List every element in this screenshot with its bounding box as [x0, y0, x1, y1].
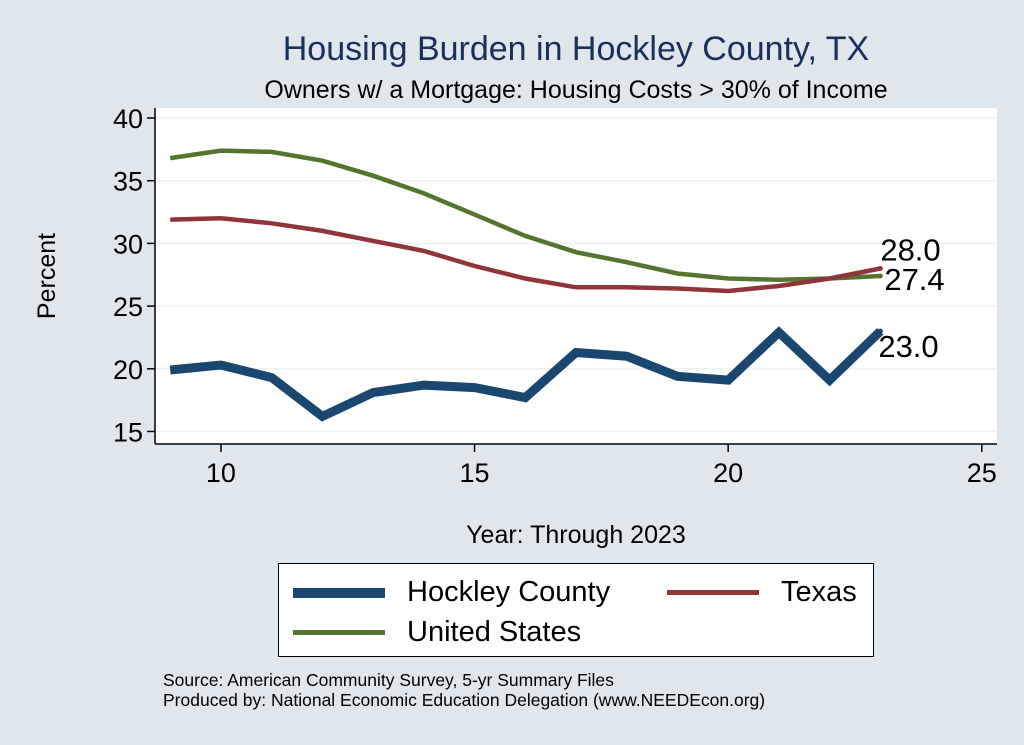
legend: Hockley County Texas United States — [278, 563, 874, 657]
gridlines — [155, 117, 997, 433]
y-tick-label: 15 — [113, 417, 143, 447]
x-tick-label: 20 — [713, 458, 743, 488]
x-tick-label: 15 — [460, 458, 490, 488]
end-label-us: 27.4 — [884, 262, 944, 297]
legend-label-hockley: Hockley County — [407, 576, 611, 608]
y-tick-label: 25 — [113, 292, 143, 322]
x-tick-label: 25 — [967, 458, 997, 488]
series-lines — [169, 148, 884, 422]
legend-label-texas: Texas — [781, 576, 857, 608]
y-tick-label: 40 — [113, 104, 143, 134]
source-line: Source: American Community Survey, 5-yr … — [163, 670, 614, 690]
x-axis-label: Year: Through 2023 — [466, 521, 686, 549]
legend-label-us: United States — [407, 616, 582, 648]
source-note: Source: American Community Survey, 5-yr … — [163, 670, 765, 710]
chart-title: Housing Burden in Hockley County, TX — [283, 30, 869, 68]
legend-swatch-texas — [667, 590, 759, 595]
end-point-hockley — [877, 328, 883, 334]
end-label-hockley: 23.0 — [878, 329, 938, 364]
y-axis-label: Percent — [33, 233, 61, 319]
producer-line: Produced by: National Economic Education… — [163, 690, 766, 710]
y-tick-label: 30 — [113, 229, 143, 259]
legend-swatch-us — [293, 630, 385, 635]
chart-subtitle: Owners w/ a Mortgage: Housing Costs > 30… — [264, 76, 887, 104]
x-tick-label: 10 — [206, 458, 236, 488]
legend-swatch-hockley — [293, 587, 385, 598]
y-tick-label: 20 — [113, 355, 143, 385]
end-labels: 23.0 28.027.4 — [878, 232, 944, 364]
end-point-texas — [877, 265, 883, 271]
legend-item-texas: Texas — [667, 576, 857, 609]
end-point-us — [877, 273, 883, 279]
axes: 15 20 25 30 35 40 10 15 20 25 — [113, 104, 997, 488]
end-label-texas: 28.0 — [880, 232, 940, 267]
series-line-hockley — [169, 326, 884, 422]
series-line-texas — [170, 216, 881, 294]
series-line-us — [169, 148, 881, 283]
legend-item-hockley: Hockley County — [293, 576, 610, 609]
y-tick-label: 35 — [113, 167, 143, 197]
legend-item-us: United States — [293, 616, 581, 649]
